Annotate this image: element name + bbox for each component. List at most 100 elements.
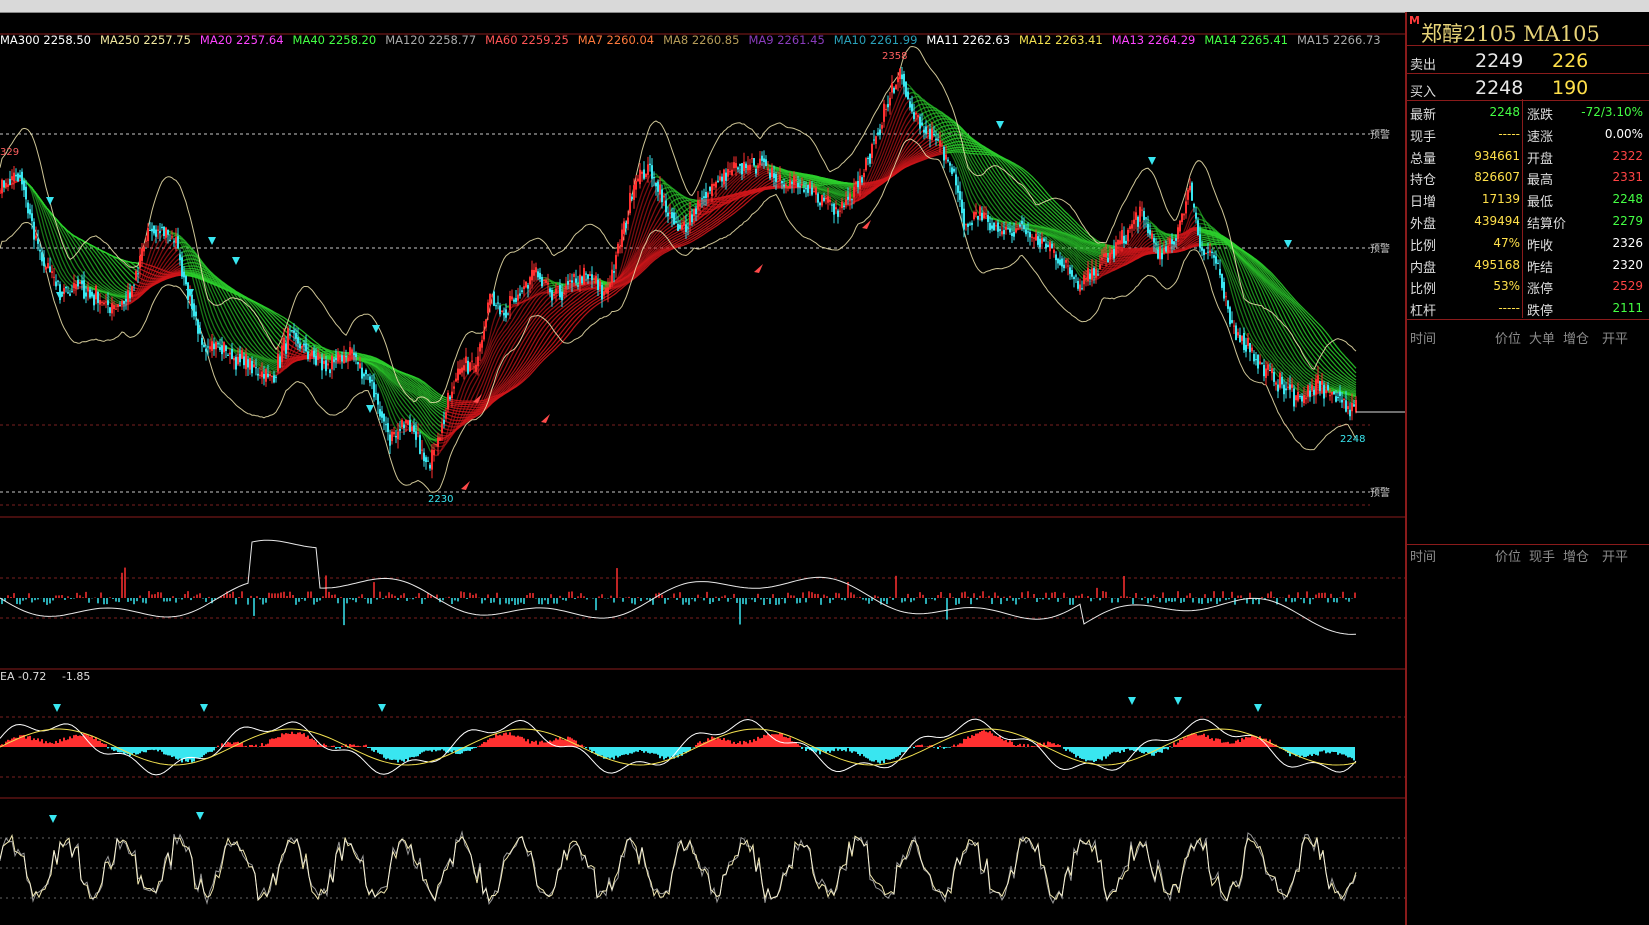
kdj-line (0, 830, 1357, 906)
candle-body (239, 353, 241, 363)
ma-ribbon-line (937, 137, 1113, 254)
ma-ribbon-line (447, 289, 603, 411)
candle-body (169, 240, 171, 242)
candle-body (587, 274, 589, 279)
candle-body (1331, 392, 1333, 395)
candle-body (581, 276, 583, 284)
candle-body (193, 303, 195, 317)
candle-body (75, 284, 77, 289)
candle-body (343, 355, 345, 364)
candle-body (1043, 238, 1045, 242)
candle-body (839, 210, 841, 212)
left-edge-marker: 329 (0, 147, 20, 158)
candle-body (831, 204, 833, 206)
ma-ribbon-line (693, 165, 767, 215)
candle-body (457, 368, 459, 381)
candle-body (221, 345, 223, 355)
stat-label: 最高 (1527, 173, 1554, 189)
candle-body (681, 224, 683, 230)
candle-body (1287, 386, 1289, 388)
candle-body (583, 267, 585, 285)
candle-body (1181, 213, 1183, 222)
candle-body (109, 307, 111, 313)
candle-body (1323, 384, 1325, 399)
stat-row: 最新 2248 涨跌 -72/3.10% (1407, 102, 1649, 123)
candle-body (385, 424, 387, 426)
candle-body (259, 374, 261, 376)
ma-ribbon-line (849, 110, 913, 201)
candle-body (1249, 342, 1251, 353)
stat-row: 总量 934661 开盘 2322 (1407, 146, 1649, 167)
ticks-column-header: 价位 (1495, 550, 1522, 565)
ma-ribbon-line (699, 176, 777, 206)
candle-body (41, 252, 43, 262)
candle-body (151, 228, 153, 232)
candle-body (1211, 251, 1213, 254)
candle-body (1311, 384, 1313, 391)
candle-body (219, 347, 221, 350)
candle-body (337, 352, 339, 362)
ma-ribbon-line (937, 130, 1111, 256)
candle-body (331, 356, 333, 370)
candle-body (1019, 224, 1021, 227)
candle-body (65, 286, 67, 289)
candle-body (1333, 391, 1335, 395)
candle-body (1273, 372, 1275, 382)
candle-body (435, 443, 437, 445)
candle-body (1073, 277, 1075, 279)
candle-body (737, 167, 739, 170)
candle-body (603, 291, 605, 296)
candle-body (459, 368, 461, 375)
candle-body (101, 301, 103, 303)
sell-signal-arrow (46, 197, 54, 205)
candle-body (1173, 241, 1175, 245)
candle-body (1107, 257, 1109, 263)
stat-value: 934661 (1474, 148, 1520, 163)
candle-body (51, 271, 53, 273)
stat-label: 现手 (1410, 129, 1437, 145)
candle-body (907, 91, 909, 100)
candle-body (175, 237, 177, 244)
candle-body (1225, 296, 1227, 298)
candle-body (1033, 237, 1035, 239)
candle-body (235, 356, 237, 370)
candle-body (853, 186, 855, 198)
ma-legend-item: MA8 2260.85 (663, 33, 740, 47)
candle-body (1237, 332, 1239, 336)
candle-body (1069, 267, 1071, 274)
candle-body (915, 112, 917, 115)
candle-body (1295, 395, 1297, 401)
candle-body (329, 369, 331, 374)
candle-body (993, 222, 995, 231)
candle-body (1123, 235, 1125, 244)
candle-body (231, 349, 233, 360)
candle-body (1119, 240, 1121, 245)
kline-chart[interactable] (0, 12, 1405, 925)
candle-body (177, 236, 179, 249)
ticks-column-header: 时间 (1410, 332, 1437, 347)
stat-row: 外盘 439494 结算价 2279 (1407, 211, 1649, 232)
candle-body (917, 115, 919, 118)
candle-body (983, 212, 985, 218)
candle-body (1265, 368, 1267, 378)
divider (1407, 45, 1649, 46)
stat-value: 439494 (1474, 214, 1520, 228)
alert-label-1: 预警 (1370, 130, 1390, 141)
candle-body (351, 349, 353, 354)
candle-body (499, 305, 501, 315)
candle-body (935, 138, 937, 141)
candle-body (79, 281, 81, 284)
candle-body (611, 269, 613, 284)
candle-body (997, 222, 999, 232)
candle-body (731, 169, 733, 176)
macd-value: -1.85 (61, 670, 91, 683)
stat-label: 比例 (1410, 282, 1437, 298)
candle-body (469, 362, 471, 372)
ma-ribbon-line (1199, 243, 1357, 369)
candle-body (939, 140, 941, 147)
ma-ribbon-line (1169, 227, 1199, 244)
candle-body (471, 360, 473, 362)
candle-body (1005, 226, 1007, 230)
candle-body (249, 357, 251, 370)
candle-body (605, 287, 607, 293)
